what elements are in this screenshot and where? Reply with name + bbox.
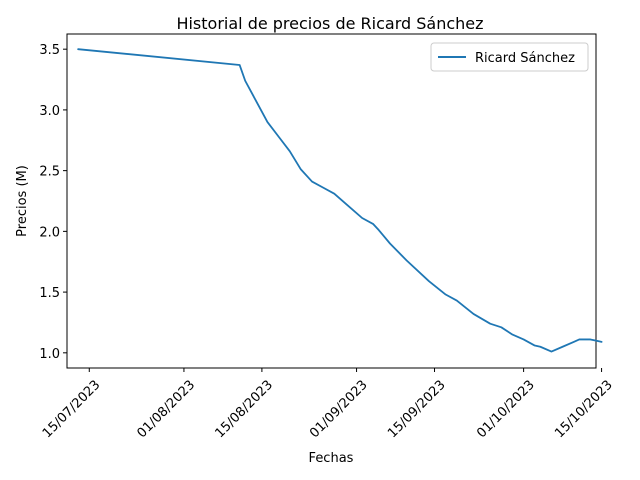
- series-layer: [77, 48, 603, 353]
- y-tick-label: 3.0: [39, 104, 60, 119]
- plot-area: [66, 33, 597, 369]
- series-line-ricard-sanchez: [77, 48, 603, 353]
- legend: Ricard Sánchez: [430, 42, 589, 72]
- x-axis-label: Fechas: [309, 451, 354, 466]
- y-tick-label: 1.0: [39, 347, 60, 362]
- legend-box: [430, 42, 589, 72]
- chart-title: Historial de precios de Ricard Sánchez: [176, 14, 483, 33]
- legend-label-ricard-sanchez: Ricard Sánchez: [475, 51, 575, 66]
- y-tick-label: 1.5: [39, 286, 60, 301]
- y-axis: 1.0 1.5 2.0 2.5 3.0 3.5: [39, 43, 67, 362]
- y-tick-label: 3.5: [39, 43, 60, 58]
- y-tick-label: 2.0: [39, 225, 60, 240]
- y-tick-label: 2.5: [39, 165, 60, 180]
- y-axis-label: Precios (M): [15, 165, 30, 237]
